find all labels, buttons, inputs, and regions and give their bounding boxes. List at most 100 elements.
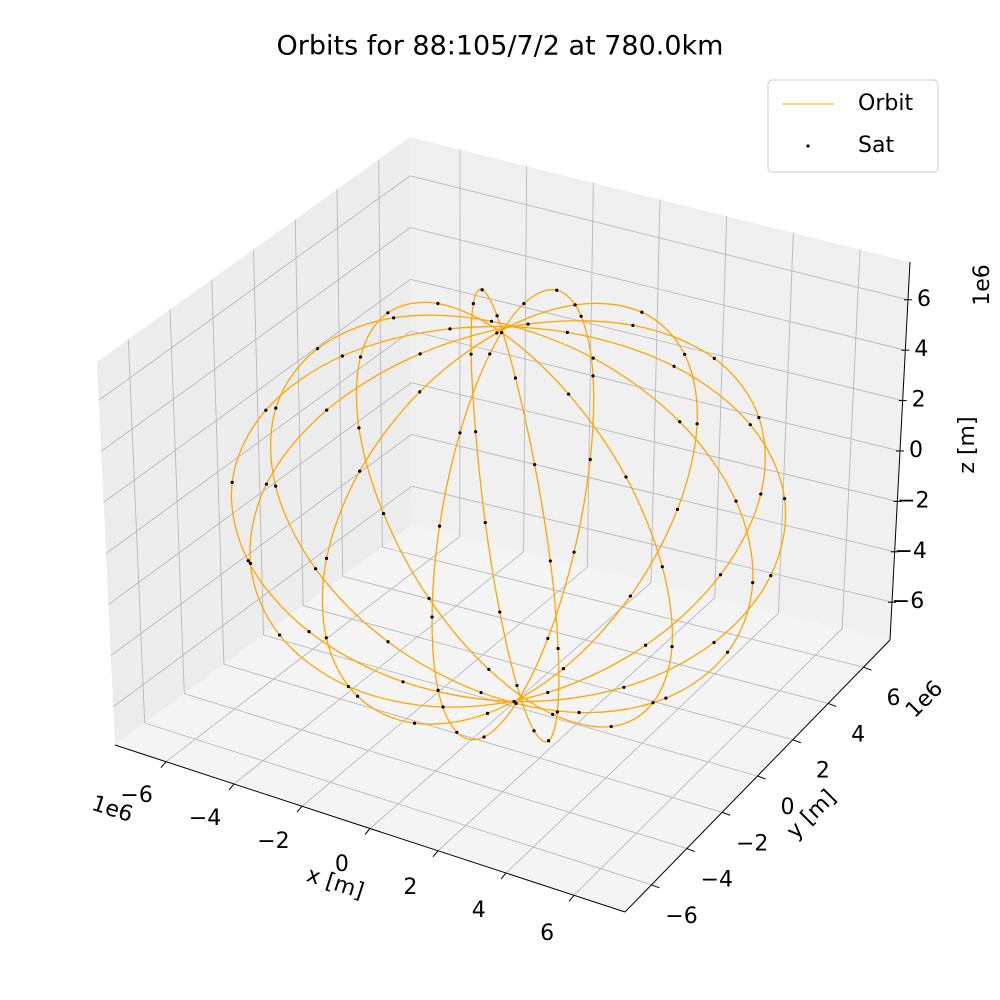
x-tick: [364, 828, 371, 835]
satellite: [392, 316, 396, 320]
grid-line: [411, 485, 893, 603]
satellite: [548, 559, 552, 563]
satellite: [783, 496, 787, 501]
satellite: [561, 666, 566, 671]
x-tick-label: −4: [189, 806, 221, 831]
satellite: [471, 302, 475, 306]
satellite: [683, 352, 687, 356]
satellite: [513, 376, 518, 380]
satellite: [591, 374, 595, 378]
satellite: [495, 314, 499, 318]
satellite: [546, 636, 550, 641]
satellite: [546, 690, 550, 695]
floor-pane: [115, 525, 890, 912]
grid-line: [144, 722, 652, 886]
x-tick-label: 2: [403, 875, 417, 900]
y-tick-label: 0: [781, 795, 795, 820]
satellite: [324, 636, 328, 640]
grid-line: [410, 227, 906, 351]
satellite: [555, 710, 559, 714]
satellite: [644, 643, 648, 647]
satellite: [566, 392, 571, 396]
x-tick-label: 6: [540, 921, 554, 946]
satellite: [436, 688, 440, 692]
z-tick-label: −4: [894, 539, 926, 564]
satellite: [479, 690, 483, 695]
chart-title: Orbits for 88:105/7/2 at 780.0km: [276, 31, 723, 62]
satellite: [579, 314, 583, 318]
satellite: [485, 711, 490, 715]
y-tick: [792, 739, 802, 744]
satellite: [532, 729, 536, 733]
panes: [97, 137, 910, 912]
satellite: [573, 303, 577, 307]
satellite: [412, 721, 417, 725]
marks: [230, 288, 787, 743]
satellite: [572, 550, 576, 554]
satellite: [672, 364, 676, 368]
satellite: [480, 288, 484, 292]
y-tick: [651, 884, 660, 889]
x-tick: [500, 872, 507, 880]
grid-line: [103, 278, 411, 503]
satellite: [488, 352, 492, 356]
grid-line: [342, 575, 829, 704]
satellite: [712, 356, 716, 360]
z-offset-label: 1e6: [970, 264, 995, 306]
legend-marker: [806, 144, 810, 148]
grid-line: [411, 382, 898, 502]
z-tick-label: −6: [892, 589, 924, 614]
y-tick-label: −6: [665, 904, 697, 929]
satellite: [418, 352, 422, 356]
satellite: [441, 705, 445, 709]
satellite: [526, 322, 530, 326]
z-tick-label: 2: [912, 388, 926, 413]
orbit-line: [230, 325, 787, 703]
satellite: [469, 352, 473, 356]
grid-line: [110, 434, 412, 656]
satellite: [670, 644, 674, 649]
satellite: [675, 507, 680, 511]
satellite: [340, 354, 344, 358]
grid-line: [112, 485, 413, 708]
grid-line: [411, 434, 895, 553]
satellite: [436, 301, 440, 306]
satellite: [555, 288, 559, 292]
z-tick-label: 6: [917, 287, 931, 312]
satellite: [660, 565, 664, 569]
grid-line: [108, 382, 412, 605]
satellite: [556, 646, 560, 651]
y-tick-label: 4: [851, 722, 865, 747]
satellite: [712, 640, 716, 645]
grid-line: [410, 278, 903, 402]
left-pane: [97, 137, 412, 745]
satellite: [751, 581, 755, 585]
x-tick: [228, 783, 235, 791]
y-tick-label: 2: [816, 759, 830, 784]
orbit-line: [249, 320, 766, 708]
satellite: [622, 685, 626, 689]
y-tick-label: 6: [887, 686, 901, 711]
y-tick: [757, 775, 766, 780]
grid-line: [410, 175, 909, 301]
grid-line: [263, 634, 758, 777]
satellite: [624, 475, 628, 479]
satellite: [631, 323, 635, 327]
satellite: [264, 482, 269, 486]
grid-line: [105, 330, 412, 554]
satellite: [325, 408, 329, 412]
y-tick-label: −4: [701, 868, 733, 893]
satellite: [346, 684, 351, 689]
satellite: [313, 567, 318, 571]
satellite: [522, 301, 526, 306]
satellite: [759, 492, 763, 496]
grid-line: [302, 605, 793, 741]
legend-label: Orbit: [858, 91, 913, 116]
y-tick: [686, 848, 696, 853]
satellite: [515, 683, 519, 688]
satellite: [307, 629, 311, 634]
satellite: [769, 573, 773, 578]
satellite: [274, 484, 278, 488]
